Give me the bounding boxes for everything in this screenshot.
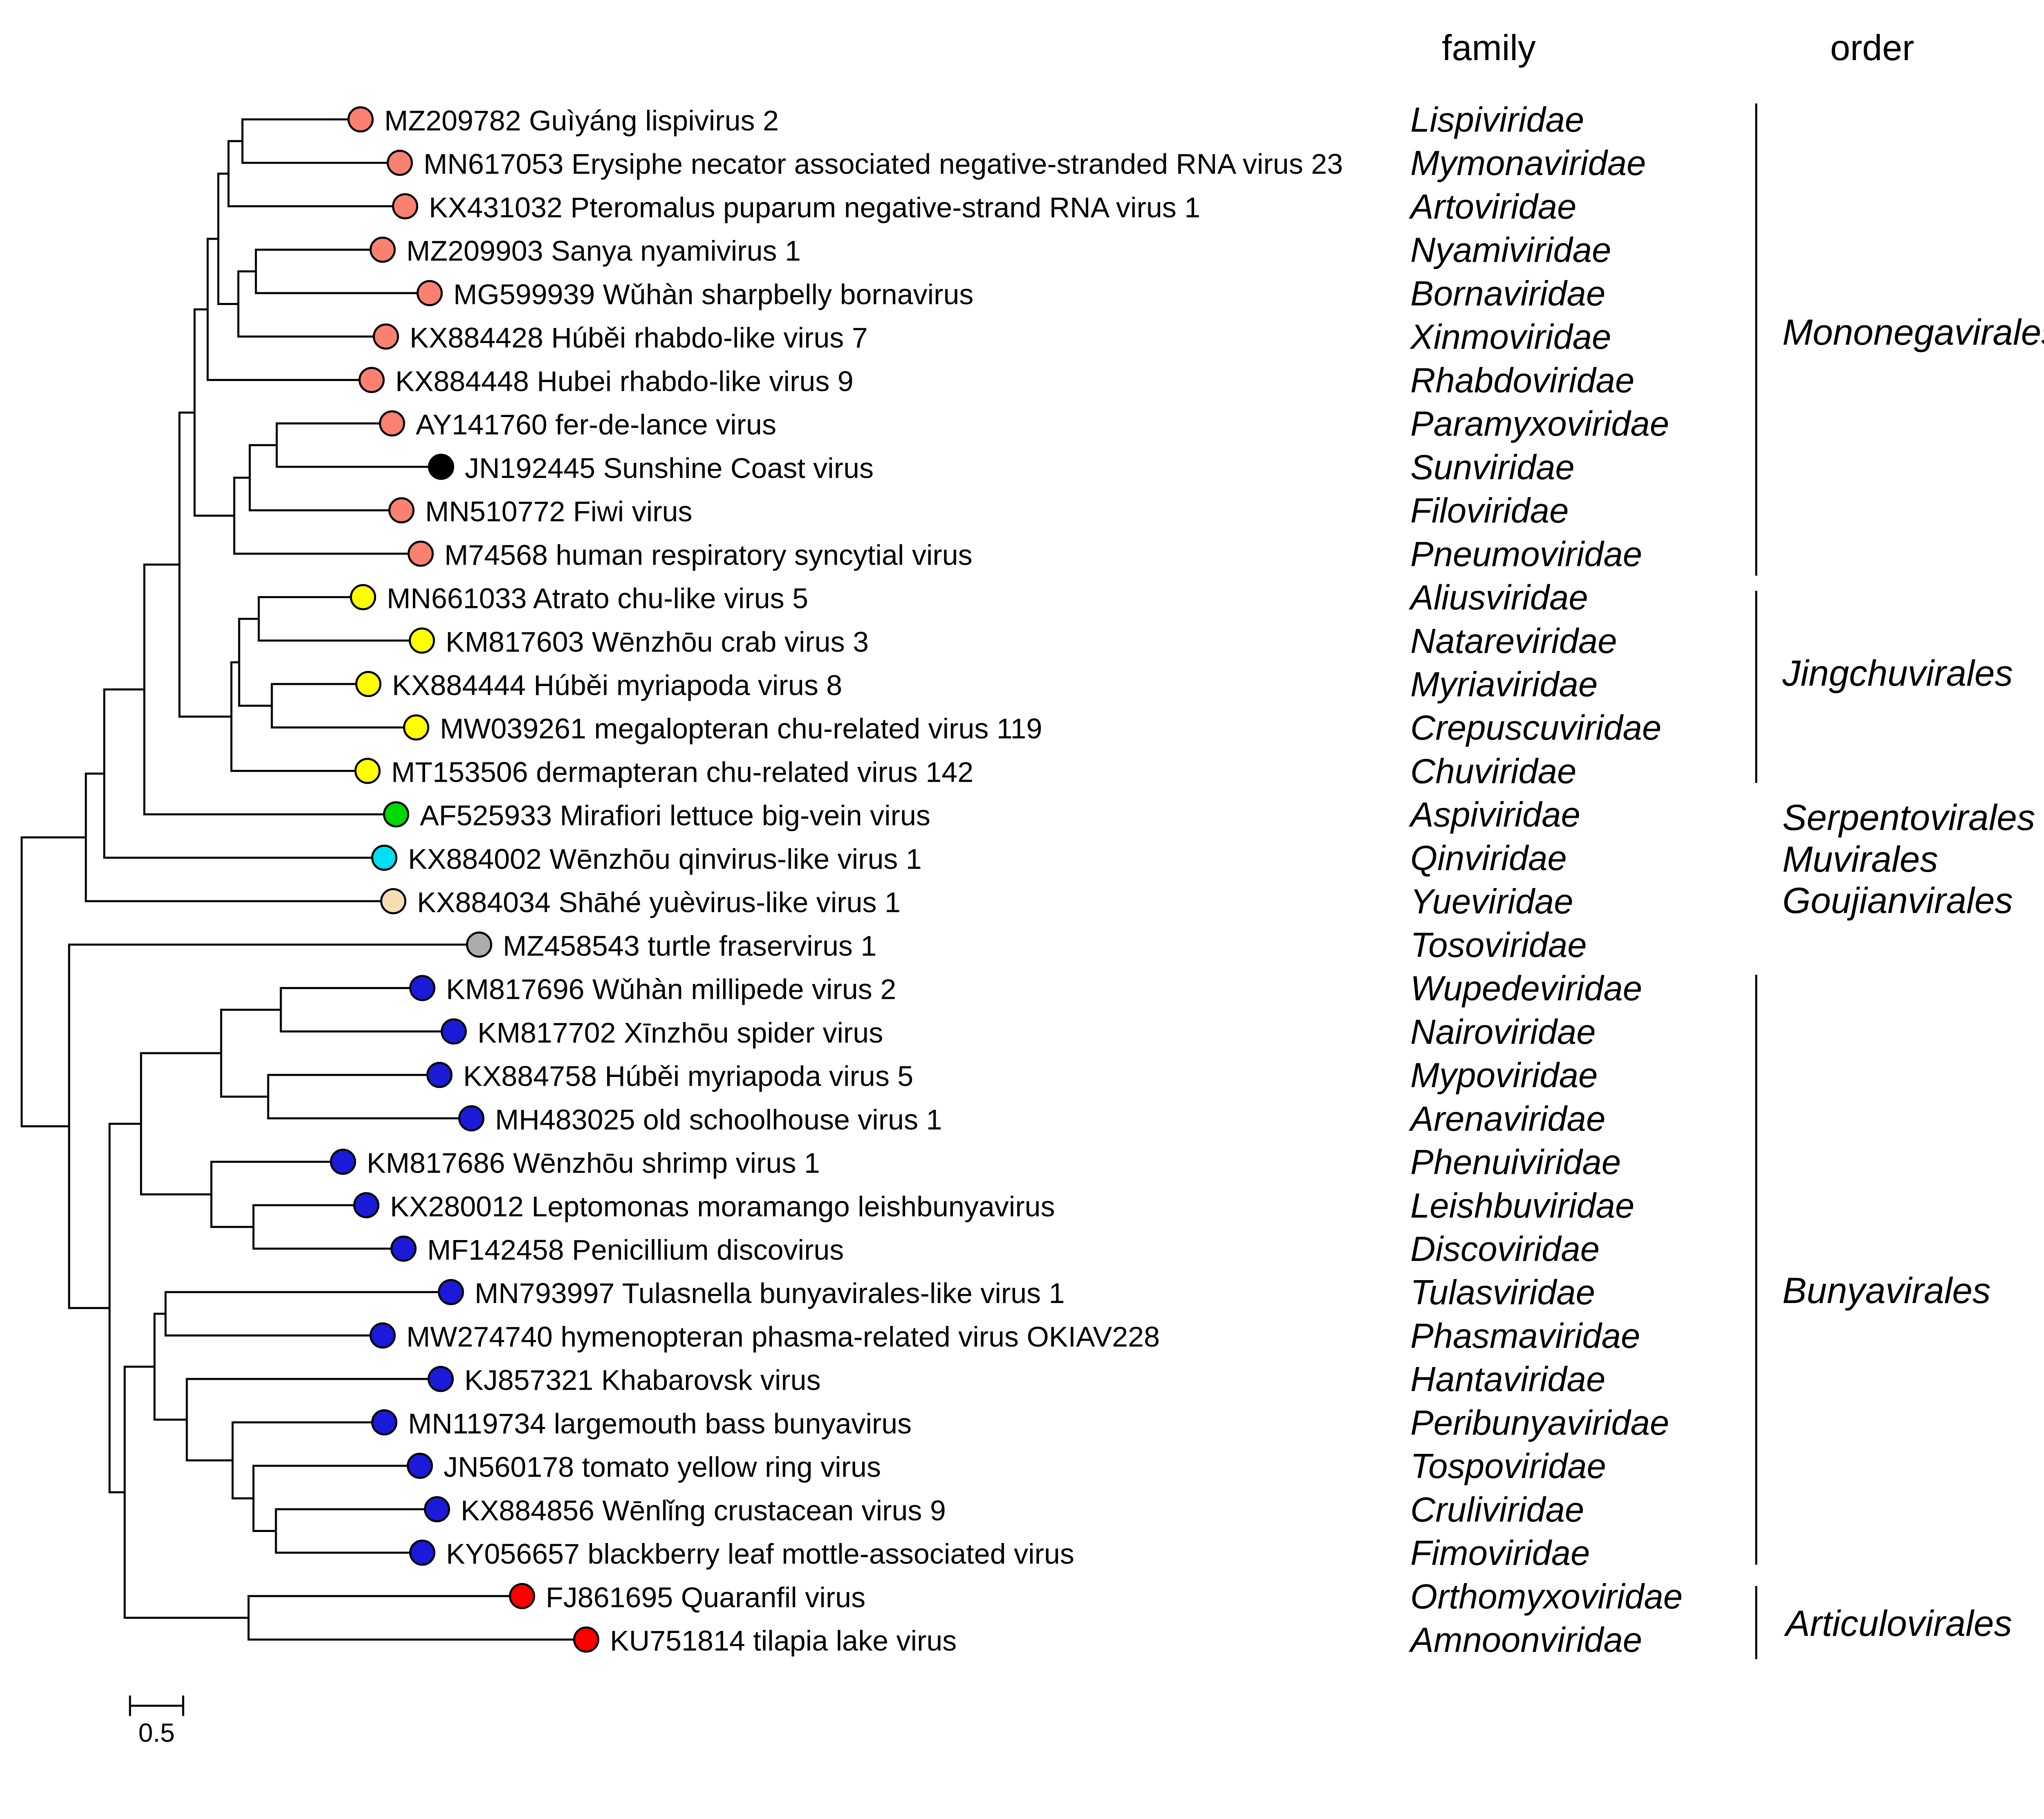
svg-text:Lispiviridae: Lispiviridae xyxy=(1410,101,1584,139)
svg-text:Tosoviridae: Tosoviridae xyxy=(1410,926,1587,964)
svg-text:MG599939 Wǔhàn sharpbelly born: MG599939 Wǔhàn sharpbelly bornavirus xyxy=(453,278,973,310)
svg-text:Bornaviridae: Bornaviridae xyxy=(1410,274,1605,313)
svg-text:Cruliviridae: Cruliviridae xyxy=(1410,1490,1584,1529)
svg-text:KM817686 Wēnzhōu shrimp virus: KM817686 Wēnzhōu shrimp virus 1 xyxy=(367,1147,820,1179)
svg-text:Hantaviridae: Hantaviridae xyxy=(1410,1360,1605,1399)
svg-text:Pneumoviridae: Pneumoviridae xyxy=(1410,535,1642,574)
svg-text:AF525933 Mirafiori lettuce big: AF525933 Mirafiori lettuce big-vein viru… xyxy=(420,800,930,832)
svg-text:Muvirales: Muvirales xyxy=(1782,839,1938,879)
svg-text:KU751814 tilapia lake virus: KU751814 tilapia lake virus xyxy=(610,1625,957,1657)
svg-text:KX884758 Húběi myriapoda virus: KX884758 Húběi myriapoda virus 5 xyxy=(463,1060,913,1092)
svg-text:Mypoviridae: Mypoviridae xyxy=(1410,1056,1598,1095)
svg-text:MT153506 dermapteran chu-relat: MT153506 dermapteran chu-related virus 1… xyxy=(391,756,973,788)
svg-text:Qinviridae: Qinviridae xyxy=(1410,839,1567,878)
svg-text:MN617053 Erysiphe necator asso: MN617053 Erysiphe necator associated neg… xyxy=(424,148,1343,180)
svg-text:KX884444 Húběi myriapoda virus: KX884444 Húběi myriapoda virus 8 xyxy=(392,669,842,701)
svg-text:MZ458543 turtle fraservirus 1: MZ458543 turtle fraservirus 1 xyxy=(503,930,876,962)
svg-text:Arenaviridae: Arenaviridae xyxy=(1408,1099,1605,1138)
svg-text:JN192445 Sunshine Coast virus: JN192445 Sunshine Coast virus xyxy=(465,452,874,484)
svg-text:Sunviridae: Sunviridae xyxy=(1410,448,1575,487)
svg-text:M74568 human respiratory syncy: M74568 human respiratory syncytial virus xyxy=(444,539,973,571)
svg-text:KX884448 Hubei rhabdo-like vir: KX884448 Hubei rhabdo-like virus 9 xyxy=(395,365,854,397)
svg-text:Bunyavirales: Bunyavirales xyxy=(1782,1270,1991,1311)
svg-text:Chuviridae: Chuviridae xyxy=(1410,752,1576,791)
svg-text:MW274740 hymenopteran phasma-r: MW274740 hymenopteran phasma-related vir… xyxy=(406,1321,1160,1352)
svg-text:KM817603 Wēnzhōu crab virus 3: KM817603 Wēnzhōu crab virus 3 xyxy=(446,626,869,658)
svg-text:MN510772 Fiwi virus: MN510772 Fiwi virus xyxy=(425,496,693,527)
svg-text:Paramyxoviridae: Paramyxoviridae xyxy=(1410,405,1669,444)
svg-text:Fimoviridae: Fimoviridae xyxy=(1410,1534,1590,1573)
svg-text:0.5: 0.5 xyxy=(139,1718,175,1747)
svg-text:Leishbuviridae: Leishbuviridae xyxy=(1410,1186,1634,1225)
svg-text:KX884428 Húběi rhabdo-like vir: KX884428 Húběi rhabdo-like virus 7 xyxy=(410,322,868,354)
svg-text:KM817696 Wǔhàn millipede virus: KM817696 Wǔhàn millipede virus 2 xyxy=(446,973,896,1005)
svg-text:MN793997 Tulasnella bunyaviral: MN793997 Tulasnella bunyavirales-like vi… xyxy=(475,1277,1065,1309)
svg-text:Serpentovirales: Serpentovirales xyxy=(1782,797,2035,838)
svg-text:Mymonaviridae: Mymonaviridae xyxy=(1410,144,1646,183)
svg-text:Aliusviridae: Aliusviridae xyxy=(1408,579,1588,617)
svg-text:Yueviridae: Yueviridae xyxy=(1410,882,1573,921)
svg-text:KJ857321 Khabarovsk virus: KJ857321 Khabarovsk virus xyxy=(464,1364,821,1396)
svg-text:KX884002 Wēnzhōu qinvirus-like: KX884002 Wēnzhōu qinvirus-like virus 1 xyxy=(408,843,922,875)
svg-text:Peribunyaviridae: Peribunyaviridae xyxy=(1410,1404,1669,1442)
svg-text:KM817702 Xīnzhōu spider virus: KM817702 Xīnzhōu spider virus xyxy=(477,1017,883,1049)
svg-text:KX280012 Leptomonas moramango: KX280012 Leptomonas moramango leishbunya… xyxy=(390,1191,1055,1222)
svg-text:Goujianvirales: Goujianvirales xyxy=(1782,880,2013,921)
svg-text:Crepuscuviridae: Crepuscuviridae xyxy=(1410,709,1661,747)
svg-text:Phenuiviridae: Phenuiviridae xyxy=(1410,1143,1621,1182)
svg-text:MN661033 Atrato chu-like virus: MN661033 Atrato chu-like virus 5 xyxy=(387,583,808,615)
svg-text:Jingchuvirales: Jingchuvirales xyxy=(1782,653,2013,693)
svg-text:Articulovirales: Articulovirales xyxy=(1784,1603,2012,1644)
svg-text:family: family xyxy=(1442,27,1536,68)
svg-text:Xinmoviridae: Xinmoviridae xyxy=(1410,318,1611,357)
svg-text:Nyamiviridae: Nyamiviridae xyxy=(1410,231,1611,270)
svg-text:KX884034 Shāhé yuèvirus-like v: KX884034 Shāhé yuèvirus-like virus 1 xyxy=(417,886,901,918)
svg-text:Amnoonviridae: Amnoonviridae xyxy=(1408,1621,1642,1660)
svg-text:Mononegavirales: Mononegavirales xyxy=(1782,312,2044,352)
svg-text:FJ861695 Quaranfil virus: FJ861695 Quaranfil virus xyxy=(546,1581,865,1613)
svg-text:Artoviridae: Artoviridae xyxy=(1408,188,1576,227)
svg-text:KX431032 Pteromalus puparum ne: KX431032 Pteromalus puparum negative-str… xyxy=(429,192,1200,224)
svg-text:MH483025 old schoolhouse virus: MH483025 old schoolhouse virus 1 xyxy=(495,1104,942,1135)
svg-text:Aspiviridae: Aspiviridae xyxy=(1408,796,1580,834)
svg-text:order: order xyxy=(1830,27,1914,68)
svg-text:MZ209782 Guìyáng lispivirus 2: MZ209782 Guìyáng lispivirus 2 xyxy=(384,105,779,137)
svg-text:Filoviridae: Filoviridae xyxy=(1410,491,1569,530)
svg-text:Tulasviridae: Tulasviridae xyxy=(1410,1273,1595,1312)
svg-text:Myriaviridae: Myriaviridae xyxy=(1410,665,1598,704)
svg-text:Phasmaviridae: Phasmaviridae xyxy=(1410,1317,1640,1355)
svg-text:Tospoviridae: Tospoviridae xyxy=(1410,1447,1606,1486)
svg-text:MF142458 Penicillium discoviru: MF142458 Penicillium discovirus xyxy=(427,1234,844,1266)
svg-text:Rhabdoviridae: Rhabdoviridae xyxy=(1410,361,1634,400)
svg-text:MZ209903 Sanya nyamivirus 1: MZ209903 Sanya nyamivirus 1 xyxy=(406,235,801,267)
svg-text:Discoviridae: Discoviridae xyxy=(1410,1230,1600,1269)
svg-text:Natareviridae: Natareviridae xyxy=(1410,622,1617,661)
svg-text:MN119734 largemouth bass bunya: MN119734 largemouth bass bunyavirus xyxy=(408,1408,912,1440)
svg-text:Nairoviridae: Nairoviridae xyxy=(1410,1013,1596,1052)
svg-text:JN560178 tomato yellow ring vi: JN560178 tomato yellow ring virus xyxy=(444,1451,881,1483)
svg-text:AY141760 fer-de-lance virus: AY141760 fer-de-lance virus xyxy=(416,409,776,441)
svg-text:KX884856 Wēnlǐng crustacean vi: KX884856 Wēnlǐng crustacean virus 9 xyxy=(461,1494,946,1526)
svg-text:Orthomyxoviridae: Orthomyxoviridae xyxy=(1410,1577,1683,1616)
svg-text:KY056657 blackberry leaf mottl: KY056657 blackberry leaf mottle-associat… xyxy=(446,1538,1074,1570)
svg-text:Wupedeviridae: Wupedeviridae xyxy=(1410,969,1642,1008)
svg-text:MW039261 megalopteran chu-rela: MW039261 megalopteran chu-related virus … xyxy=(440,713,1042,745)
